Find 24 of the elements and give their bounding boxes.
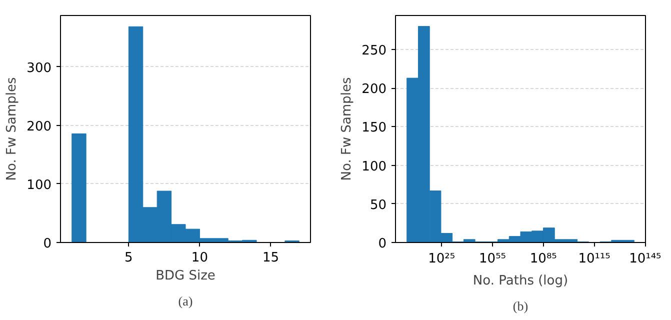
x-tick-label: 15 (262, 250, 280, 266)
y-tick-label: 0 (378, 236, 387, 252)
y-tick-label: 250 (362, 43, 387, 58)
y-tick-label: 50 (370, 198, 387, 213)
y-axis-title: No. Fw Samples (4, 77, 20, 181)
x-tick-label: 10 (191, 250, 208, 266)
y-tick-label: 100 (362, 159, 387, 174)
y-tick-label: 200 (26, 119, 52, 134)
x-tick-label: 10⁸⁵ (530, 252, 557, 266)
x-tick-label: 10¹⁴⁵ (629, 252, 662, 266)
y-tick-label: 100 (26, 178, 52, 193)
x-tick-label: 10²⁵ (428, 252, 456, 266)
y-tick-label: 300 (26, 60, 52, 76)
x-tick-label: 10¹¹⁵ (578, 252, 610, 266)
x-axis-title: BDG Size (156, 268, 216, 284)
y-tick-label: 0 (43, 236, 52, 252)
text: (a) (178, 294, 193, 308)
y-tick-label: 200 (362, 82, 387, 98)
x-tick-label: 5 (124, 250, 133, 266)
x-axis-title: No. Paths (log) (472, 274, 568, 288)
y-tick-label: 150 (362, 120, 387, 136)
text: (b) (512, 298, 528, 314)
x-tick-label: 10⁵⁵ (479, 252, 506, 266)
y-axis-title: No. Fw Samples (340, 77, 355, 181)
